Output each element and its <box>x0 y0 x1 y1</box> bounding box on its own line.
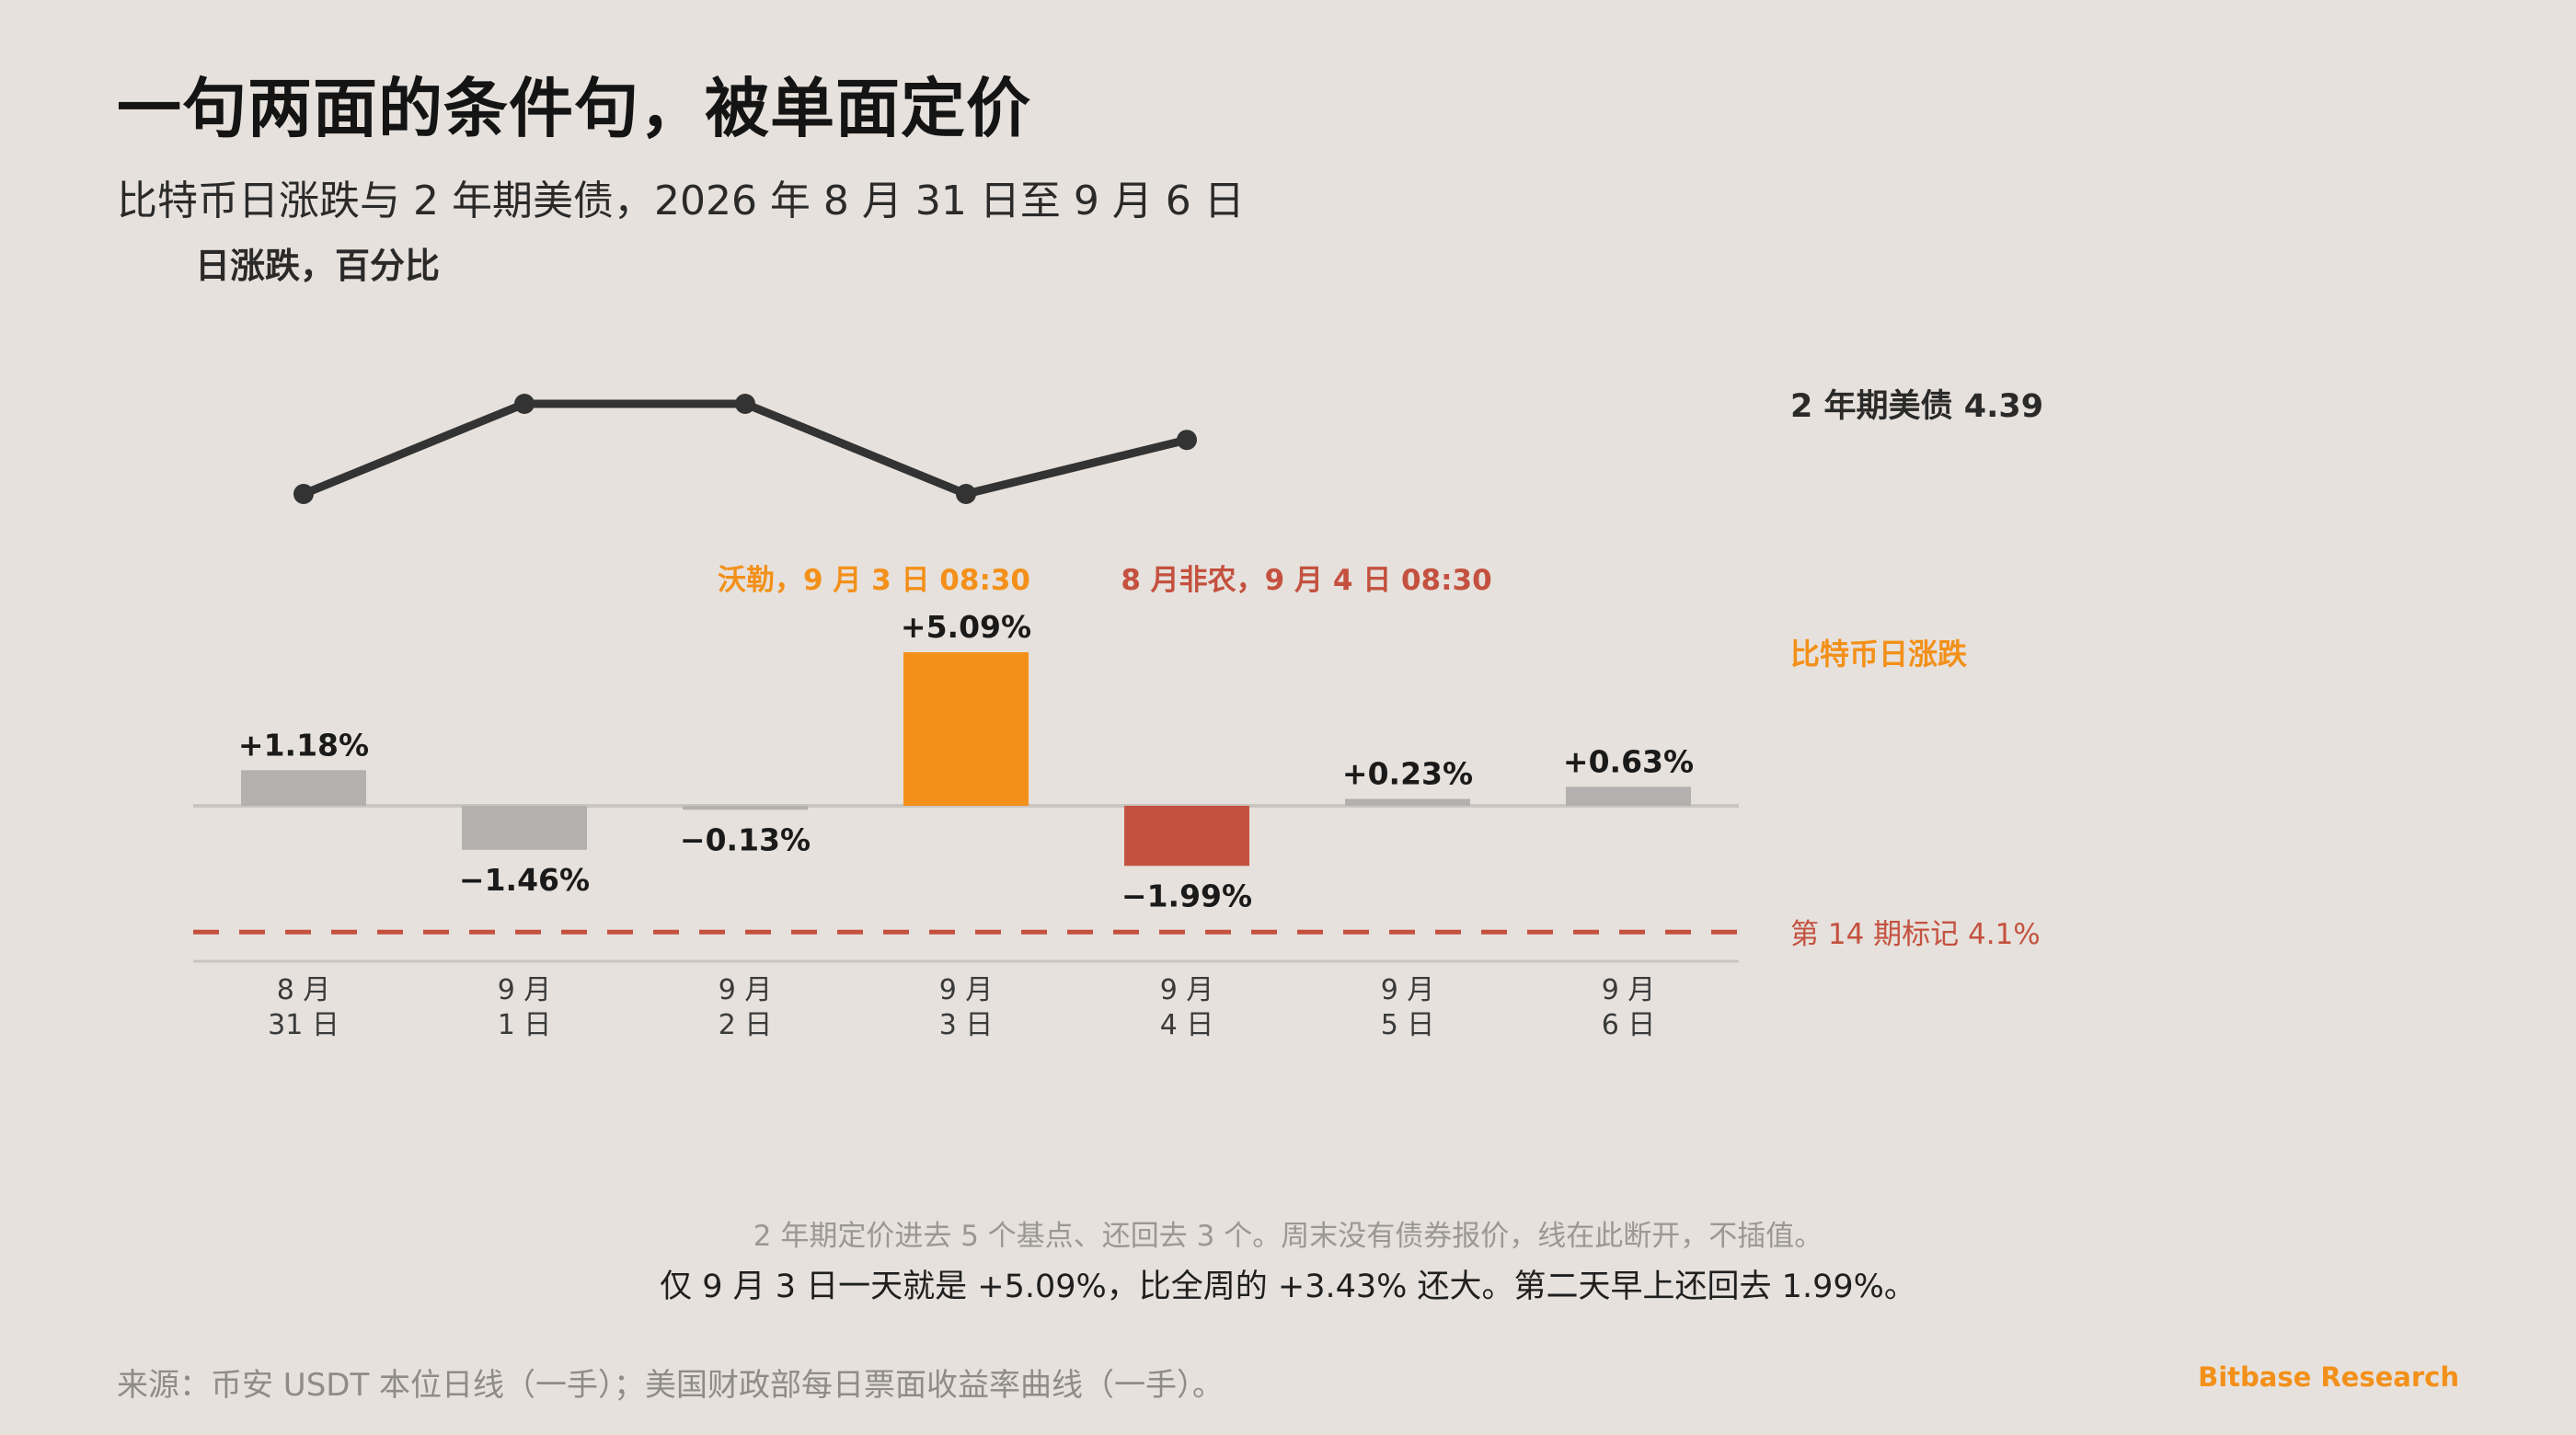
yield-point-0 <box>293 484 314 504</box>
yield-point-1 <box>514 394 535 414</box>
yield-series-label: 2 年期美债 4.39 <box>1790 388 2043 425</box>
bar-value-label: −1.99% <box>1121 878 1252 913</box>
x-tick-label-day: 2 日 <box>719 1009 773 1041</box>
chart-title: 一句两面的条件句，被单面定价 <box>117 71 1031 146</box>
yield-point-2 <box>735 394 755 414</box>
yield-line <box>299 399 1191 499</box>
brand-logo: Bitbase Research <box>2198 1361 2459 1393</box>
x-tick-label-month: 9 月 <box>939 974 994 1006</box>
y-unit-label: 日涨跌，百分比 <box>195 246 441 286</box>
footnote-line-1: 2 年期定价进去 5 个基点、还回去 3 个。周末没有债券报价，线在此断开，不插… <box>753 1220 1823 1253</box>
bar-series-label: 比特币日涨跌 <box>1790 637 1967 672</box>
bar-value-label: −0.13% <box>680 821 811 857</box>
bar-value-label: +0.63% <box>1563 743 1694 779</box>
bar-0 <box>241 770 366 806</box>
event-annotation-label: 8 月非农，9 月 4 日 08:30 <box>1121 564 1491 597</box>
x-tick-label-month: 8 月 <box>277 974 331 1006</box>
bar-4 <box>1124 806 1249 867</box>
source-note: 来源：币安 USDT 本位日线（一手）；美国财政部每日票面收益率曲线（一手）。 <box>117 1367 1225 1404</box>
bar-3 <box>903 652 1029 806</box>
event-annotation-label: 沃勒，9 月 3 日 08:30 <box>718 564 1030 597</box>
x-tick-label-day: 3 日 <box>939 1009 994 1041</box>
x-tick-label-month: 9 月 <box>1381 974 1435 1006</box>
bar-5 <box>1345 798 1470 806</box>
x-tick-label-month: 9 月 <box>719 974 773 1006</box>
bar-value-label: −1.46% <box>459 862 590 898</box>
bar-value-label: +5.09% <box>901 609 1031 645</box>
x-tick-label-month: 9 月 <box>1160 974 1214 1006</box>
x-tick-label-day: 6 日 <box>1602 1009 1656 1041</box>
bar-value-label: +1.18% <box>238 727 369 763</box>
yield-point-4 <box>1177 430 1197 451</box>
reference-line-label: 第 14 期标记 4.1% <box>1790 918 2041 951</box>
x-tick-label-day: 4 日 <box>1160 1009 1214 1041</box>
bar-2 <box>683 806 808 810</box>
x-tick-label-day: 1 日 <box>498 1009 552 1041</box>
footnote-line-2: 仅 9 月 3 日一天就是 +5.09%，比全周的 +3.43% 还大。第二天早… <box>660 1269 1916 1305</box>
x-tick-label-day: 5 日 <box>1381 1009 1435 1041</box>
yield-point-3 <box>956 484 976 504</box>
bar-1 <box>462 806 587 850</box>
chart-subtitle: 比特币日涨跌与 2 年期美债，2026 年 8 月 31 日至 9 月 6 日 <box>117 178 1245 224</box>
bar-value-label: +0.23% <box>1342 755 1473 791</box>
x-tick-label-day: 31 日 <box>268 1009 339 1041</box>
x-tick-label-month: 9 月 <box>1602 974 1656 1006</box>
bar-6 <box>1566 786 1691 806</box>
x-tick-label-month: 9 月 <box>498 974 552 1006</box>
